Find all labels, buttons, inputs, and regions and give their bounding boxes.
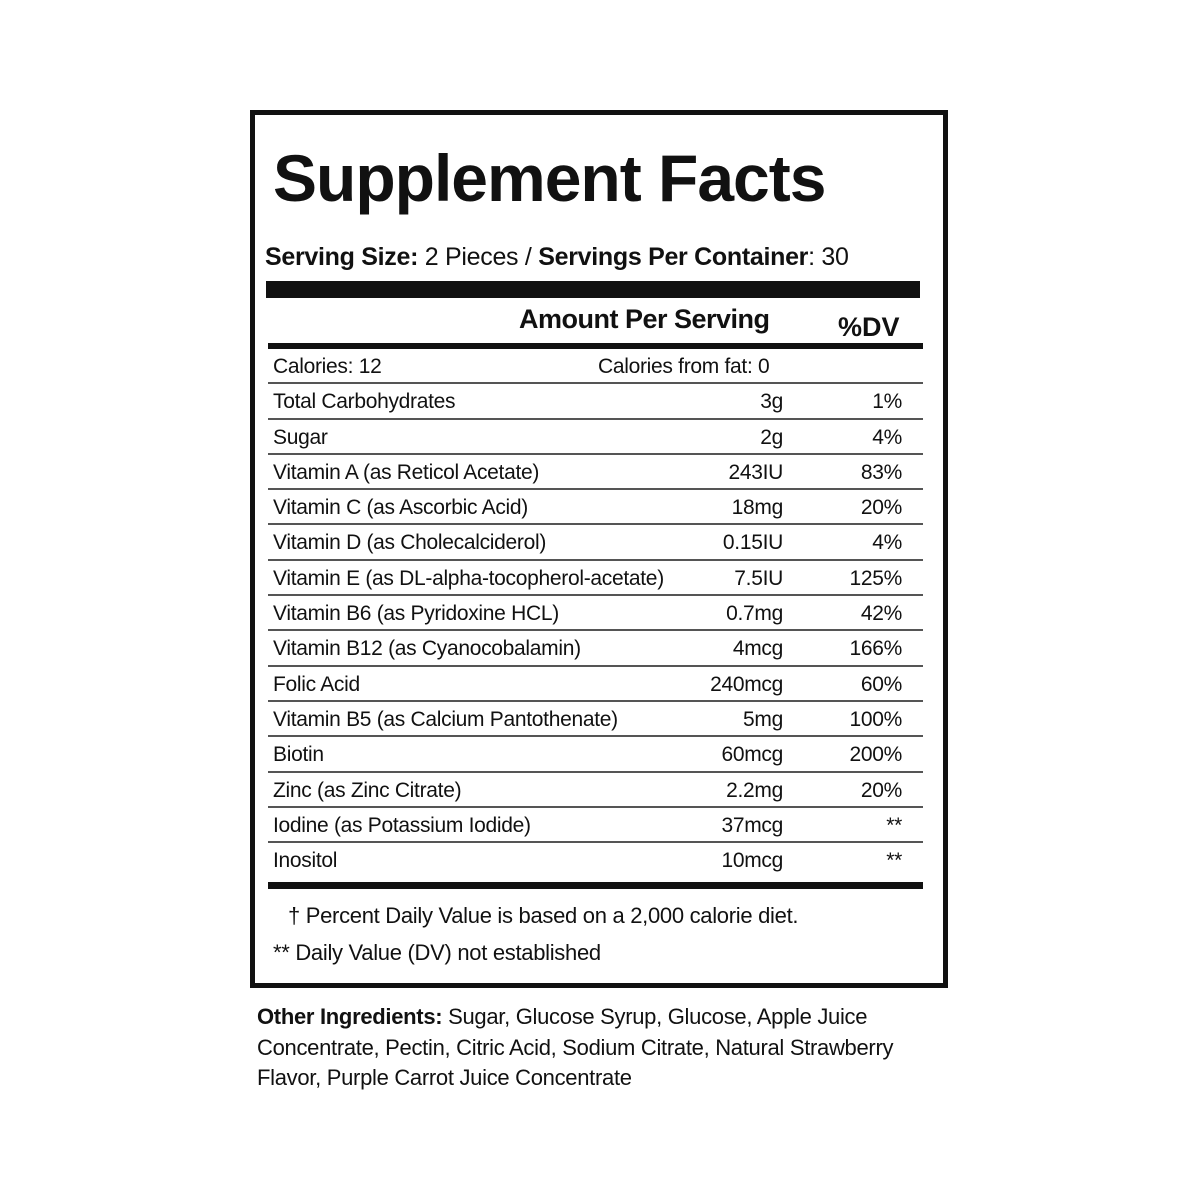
nutrient-amount: 10mcg (721, 849, 783, 873)
nutrient-name: Sugar (273, 425, 328, 449)
thick-divider (266, 281, 920, 298)
nutrient-amount: 243IU (728, 460, 783, 484)
other-ingredients-label: Other Ingredients: (257, 1004, 443, 1029)
nutrient-dv: 60% (860, 672, 902, 696)
nutrient-name: Vitamin B5 (as Calcium Pantothenate) (273, 707, 618, 731)
nutrient-dv: 83% (860, 460, 902, 484)
nutrient-amount: 0.7mg (726, 602, 783, 626)
nutrient-name: Total Carbohydrates (273, 390, 456, 414)
other-ingredients: Other Ingredients: Sugar, Glucose Syrup,… (257, 1002, 937, 1094)
servings-per-container-value: : 30 (808, 243, 849, 271)
nutrient-amount: 2.2mg (726, 778, 783, 802)
nutrient-row: Vitamin E (as DL-alpha-tocopherol-acetat… (268, 561, 923, 597)
footnote-percent-dv: † Percent Daily Value is based on a 2,00… (288, 903, 799, 928)
footnote-dv-not-established: ** Daily Value (DV) not established (273, 940, 601, 965)
nutrient-name: Inositol (273, 849, 338, 873)
nutrient-name: Biotin (273, 743, 324, 767)
nutrient-amount: 0.15IU (722, 531, 783, 555)
nutrient-name: Zinc (as Zinc Citrate) (273, 778, 462, 802)
nutrient-name: Iodine (as Potassium Iodide) (273, 813, 531, 837)
nutrient-dv: 20% (860, 778, 902, 802)
nutrient-name: Vitamin A (as Reticol Acetate) (273, 460, 540, 484)
nutrient-row: Total Carbohydrates 3g 1% (268, 384, 923, 420)
nutrient-amount: 37mcg (721, 813, 783, 837)
nutrient-name: Vitamin B12 (as Cyanocobalamin) (273, 637, 581, 661)
nutrient-row: Zinc (as Zinc Citrate) 2.2mg 20% (268, 773, 923, 808)
nutrient-amount: 60mcg (721, 743, 783, 767)
nutrient-amount: 7.5IU (734, 566, 783, 590)
servings-per-container-label: Servings Per Container (538, 243, 809, 271)
nutrient-name: Vitamin C (as Ascorbic Acid) (273, 496, 528, 520)
nutrient-row: Vitamin C (as Ascorbic Acid) 18mg 20% (268, 490, 923, 526)
bottom-divider (268, 882, 923, 889)
nutrient-name: Vitamin E (as DL-alpha-tocopherol-acetat… (273, 566, 664, 590)
nutrient-name: Vitamin D (as Cholecalciderol) (273, 531, 547, 555)
amount-per-serving-header: Amount Per Serving (519, 304, 770, 334)
nutrient-table: Calories: 12 Calories from fat: 0 Total … (268, 349, 923, 878)
nutrient-amount: 2g (760, 425, 783, 449)
serving-info: Serving Size: 2 Pieces / Servings Per Co… (265, 243, 849, 272)
nutrient-dv: 42% (860, 602, 902, 626)
nutrient-amount: 240mcg (710, 672, 783, 696)
nutrient-amount: 4mcg (732, 637, 783, 661)
nutrient-row: Vitamin B5 (as Calcium Pantothenate) 5mg 1… (268, 702, 923, 738)
nutrient-name: Folic Acid (273, 672, 360, 696)
nutrient-amount: 18mg (731, 496, 784, 520)
calories-label: Calories: 12 (273, 355, 382, 378)
nutrient-dv: 166% (849, 637, 902, 661)
dv-header: %DV (838, 312, 900, 342)
nutrient-dv: 200% (849, 743, 902, 767)
nutrient-dv: ** (886, 849, 902, 873)
panel-title: Supplement Facts (273, 141, 826, 215)
nutrient-row: Vitamin B6 (as Pyridoxine HCL) 0.7mg 42% (268, 596, 923, 632)
nutrient-row: Folic Acid 240mcg 60% (268, 667, 923, 702)
serving-separator: / (524, 243, 532, 271)
nutrient-name: Vitamin B6 (as Pyridoxine HCL) (273, 602, 559, 626)
nutrient-row: Biotin 60mcg 200% (268, 737, 923, 773)
nutrient-row: Sugar 2g 4% (268, 420, 923, 455)
header-divider (268, 343, 923, 349)
nutrient-row: Vitamin A (as Reticol Acetate) 243IU 83% (268, 455, 923, 491)
nutrient-row: Inositol 10mcg ** (268, 843, 923, 878)
nutrient-row: Iodine (as Potassium Iodide) 37mcg ** (268, 808, 923, 844)
nutrient-row: Vitamin D (as Cholecalciderol) 0.15IU 4% (268, 525, 923, 561)
calories-row: Calories: 12 Calories from fat: 0 (268, 349, 923, 385)
nutrient-dv: 1% (872, 390, 902, 414)
nutrient-dv: 4% (872, 425, 902, 449)
nutrient-row: Vitamin B12 (as Cyanocobalamin) 4mcg 166% (268, 631, 923, 667)
serving-size-label: Serving Size: (265, 243, 419, 271)
nutrient-dv: 20% (860, 496, 902, 520)
nutrient-dv: ** (886, 813, 902, 837)
other-ingredients-text: Sugar, Glucose Syrup, Glucose, Apple Jui… (257, 1004, 894, 1090)
nutrient-amount: 5mg (743, 707, 783, 731)
nutrient-dv: 125% (849, 566, 902, 590)
nutrient-dv: 100% (849, 707, 902, 731)
supplement-facts-panel (250, 110, 948, 988)
calories-from-fat: Calories from fat: 0 (598, 355, 770, 378)
serving-size-value: 2 Pieces (424, 243, 519, 271)
nutrient-dv: 4% (872, 531, 902, 555)
nutrient-amount: 3g (760, 390, 783, 414)
